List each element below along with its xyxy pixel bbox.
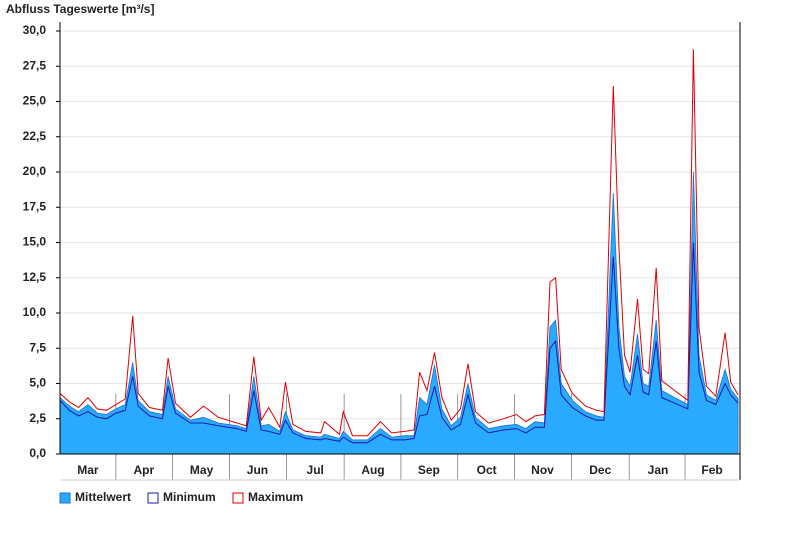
legend-swatch bbox=[59, 492, 71, 504]
y-tick-label: 17,5 bbox=[23, 199, 47, 213]
y-tick-label: 12,5 bbox=[23, 270, 47, 284]
legend-swatch bbox=[147, 492, 159, 504]
chart-title: Abfluss Tageswerte [m³/s] bbox=[6, 2, 154, 16]
y-tick-label: 5,0 bbox=[29, 376, 46, 390]
x-tick-label: Nov bbox=[531, 463, 554, 477]
y-tick-label: 22,5 bbox=[23, 129, 47, 143]
x-tick-label: Jul bbox=[307, 463, 324, 477]
legend-label: Minimum bbox=[163, 490, 216, 504]
x-tick-label: Dec bbox=[589, 463, 611, 477]
x-tick-label: Jan bbox=[648, 463, 669, 477]
x-tick-label: Jun bbox=[247, 463, 268, 477]
y-tick-label: 7,5 bbox=[29, 340, 46, 354]
x-tick-label: Mar bbox=[77, 463, 99, 477]
mean-area bbox=[59, 171, 739, 455]
x-tick-label: May bbox=[190, 463, 214, 477]
y-tick-label: 10,0 bbox=[23, 305, 47, 319]
y-tick-label: 15,0 bbox=[23, 235, 47, 249]
x-tick-label: Aug bbox=[361, 463, 384, 477]
x-tick-label: Feb bbox=[701, 463, 722, 477]
legend-label: Maximum bbox=[248, 490, 303, 504]
y-tick-label: 30,0 bbox=[23, 23, 47, 37]
y-tick-label: 0,0 bbox=[29, 446, 46, 460]
legend-label: Mittelwert bbox=[75, 490, 131, 504]
maximum-line bbox=[59, 49, 739, 437]
x-tick-label: Apr bbox=[133, 463, 154, 477]
legend-swatch bbox=[232, 492, 244, 504]
minimum-line bbox=[59, 242, 739, 444]
y-tick-label: 2,5 bbox=[29, 411, 46, 425]
y-tick-label: 25,0 bbox=[23, 94, 47, 108]
x-tick-label: Oct bbox=[477, 463, 497, 477]
x-tick-label: Sep bbox=[418, 463, 440, 477]
y-tick-label: 20,0 bbox=[23, 164, 47, 178]
y-tick-label: 27,5 bbox=[23, 58, 47, 72]
